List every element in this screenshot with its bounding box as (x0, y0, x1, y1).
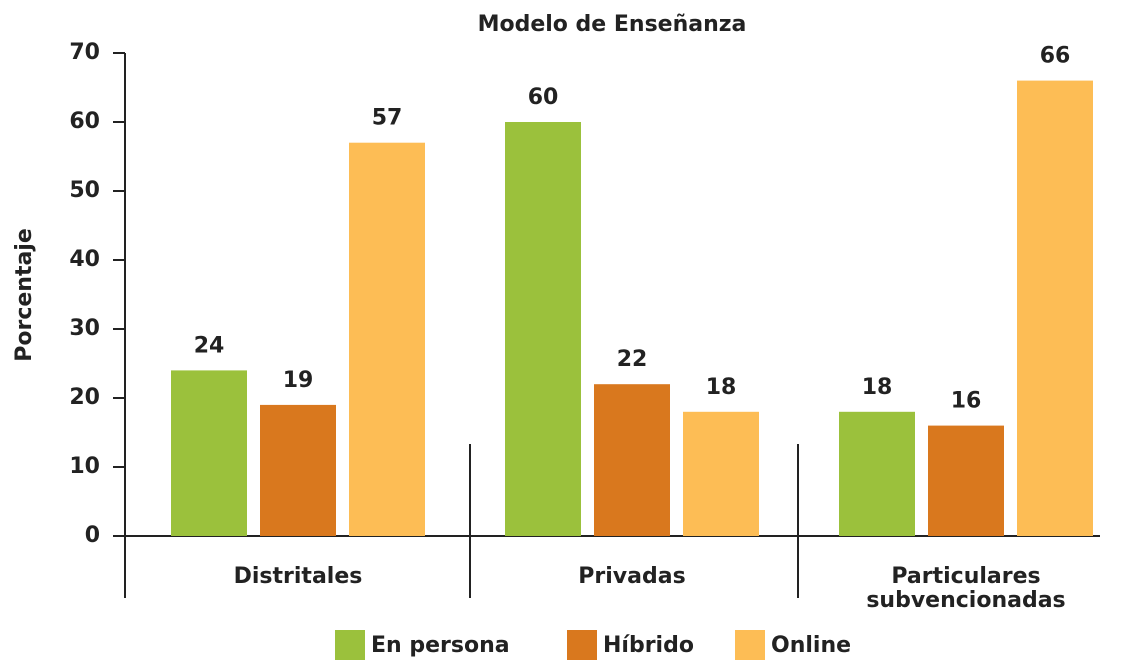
bar (839, 411, 915, 536)
y-tick-label: 0 (85, 523, 100, 548)
legend-label: En persona (371, 633, 510, 658)
data-label: 19 (283, 368, 314, 393)
bar (349, 142, 425, 536)
x-tick-label: Privadas (578, 564, 685, 589)
bar (171, 370, 247, 536)
legend-swatch (567, 630, 597, 660)
y-tick-label: 70 (69, 40, 100, 65)
x-tick-label: Distritales (234, 564, 363, 589)
x-tick-label: Particulares subvencionadas (866, 564, 1065, 613)
bar (505, 122, 581, 536)
y-tick-label: 50 (69, 178, 100, 203)
data-label: 18 (706, 375, 737, 400)
bar (928, 425, 1004, 536)
legend-swatch (735, 630, 765, 660)
y-axis-label: Porcentaje (12, 228, 37, 362)
bar (683, 411, 759, 536)
data-label: 57 (372, 106, 403, 131)
bar (260, 404, 336, 536)
y-tick-label: 40 (69, 247, 100, 272)
legend-label: Online (771, 633, 851, 658)
data-label: 16 (951, 389, 982, 414)
y-tick-label: 10 (69, 454, 100, 479)
legend-label: Híbrido (603, 633, 694, 658)
bar (1017, 80, 1093, 536)
chart-title: Modelo de Enseñanza (478, 12, 747, 37)
data-label: 18 (862, 375, 893, 400)
legend-swatch (335, 630, 365, 660)
y-tick-label: 20 (69, 385, 100, 410)
data-label: 60 (528, 85, 559, 110)
y-tick-label: 60 (69, 109, 100, 134)
data-label: 66 (1040, 44, 1071, 69)
bar (594, 384, 670, 536)
y-tick-label: 30 (69, 316, 100, 341)
data-label: 22 (617, 347, 648, 372)
data-label: 24 (194, 333, 225, 358)
